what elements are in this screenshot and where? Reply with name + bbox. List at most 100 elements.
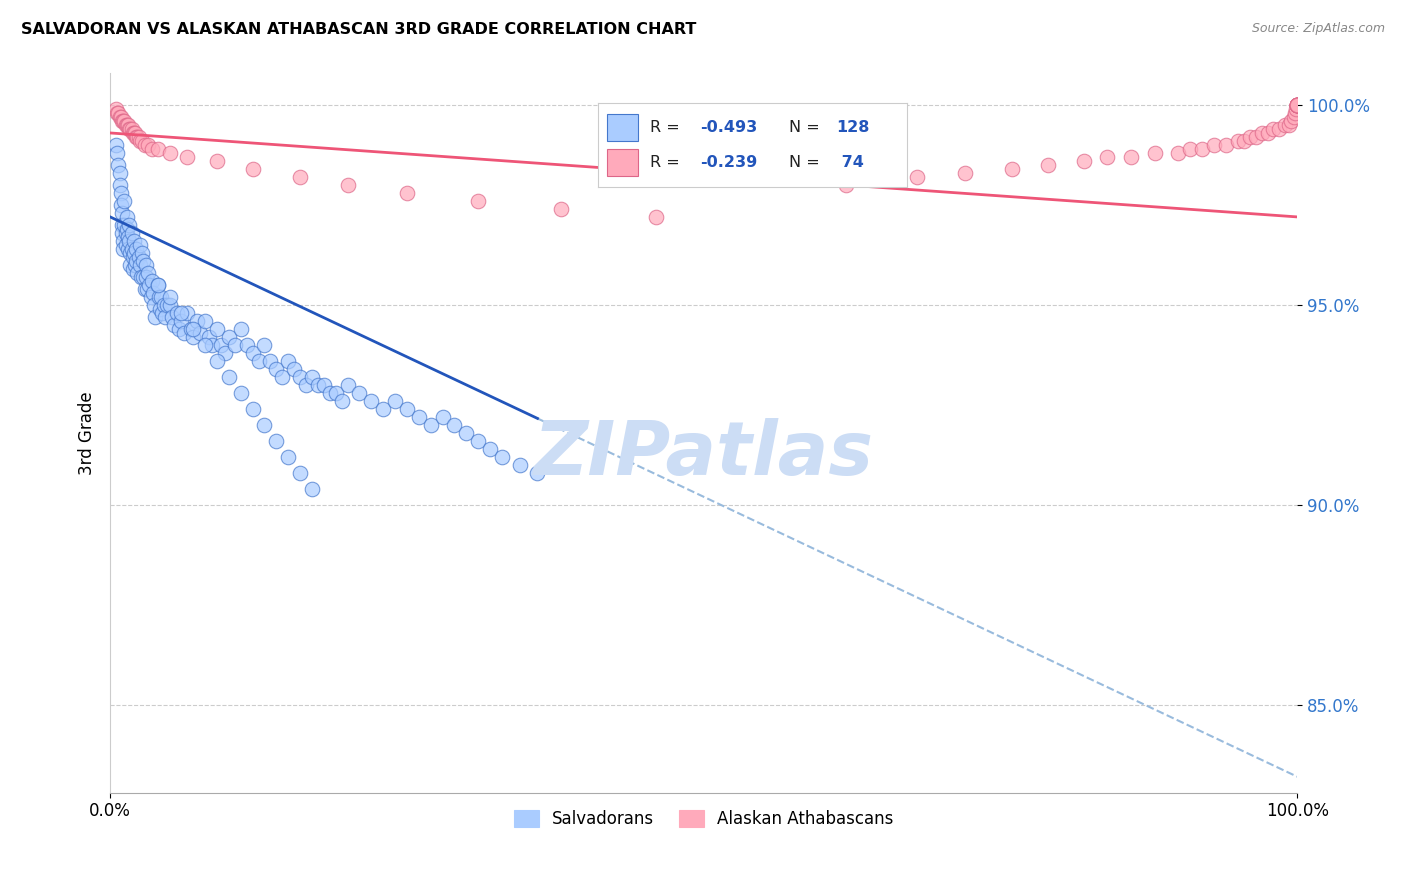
Point (456, 425, 478, 440)
Point (301, 369, 323, 384)
Point (288, 369, 311, 384)
Point (120, 258, 142, 272)
Point (253, 417, 276, 432)
Point (1233, 134, 1256, 148)
Point (218, 369, 240, 384)
Point (1286, 98, 1309, 112)
Text: 74: 74 (835, 155, 863, 170)
Point (146, 277, 169, 292)
Text: N =: N = (789, 120, 820, 135)
Point (131, 134, 153, 148)
Point (125, 242, 148, 256)
Point (645, 210, 668, 224)
Point (1263, 122, 1285, 136)
Point (235, 338, 257, 352)
Point (384, 393, 406, 408)
Point (1073, 153, 1095, 168)
Point (1286, 98, 1309, 112)
Point (111, 218, 134, 232)
Y-axis label: 3rd Grade: 3rd Grade (79, 391, 96, 475)
Point (194, 338, 217, 352)
Point (1286, 98, 1309, 112)
Point (283, 362, 305, 376)
Point (432, 409, 454, 424)
Point (115, 222, 138, 236)
Point (288, 466, 311, 480)
Point (295, 377, 318, 392)
Point (253, 338, 276, 352)
Point (149, 301, 172, 316)
Point (170, 306, 193, 320)
Point (259, 354, 281, 368)
Point (135, 269, 157, 284)
Point (129, 269, 152, 284)
Point (112, 242, 135, 256)
Point (150, 306, 173, 320)
Point (176, 306, 198, 320)
Point (121, 250, 143, 264)
Point (224, 338, 246, 352)
Point (271, 369, 294, 384)
Point (1001, 161, 1024, 176)
Point (112, 114, 135, 128)
Point (301, 482, 323, 496)
Point (242, 161, 264, 176)
Point (112, 234, 135, 248)
Point (1284, 106, 1306, 120)
Point (122, 126, 145, 140)
Point (136, 266, 159, 280)
Point (229, 385, 252, 400)
Point (120, 122, 142, 136)
Point (1180, 142, 1202, 156)
Point (128, 258, 150, 272)
Text: R =: R = (650, 120, 681, 135)
Point (131, 246, 153, 260)
Point (288, 169, 311, 184)
Point (122, 234, 145, 248)
Point (209, 338, 232, 352)
Point (105, 137, 128, 152)
Bar (607, 113, 638, 141)
Point (108, 110, 131, 124)
Point (1286, 98, 1309, 112)
Point (229, 322, 252, 336)
Point (1250, 126, 1272, 140)
Point (1215, 137, 1237, 152)
Point (336, 377, 359, 392)
Point (122, 246, 145, 260)
Point (118, 234, 141, 248)
Point (1286, 98, 1309, 112)
Point (121, 122, 143, 136)
Point (205, 153, 228, 168)
Point (146, 142, 169, 156)
Point (159, 145, 181, 160)
Text: R =: R = (650, 155, 681, 170)
Point (150, 290, 173, 304)
Point (138, 277, 160, 292)
Point (181, 330, 204, 344)
Point (247, 354, 270, 368)
Point (1278, 118, 1301, 132)
Point (105, 106, 128, 120)
Point (190, 326, 212, 340)
Point (491, 450, 513, 464)
Point (526, 466, 548, 480)
Point (108, 166, 131, 180)
Point (121, 261, 143, 276)
Point (156, 298, 179, 312)
Point (419, 417, 441, 432)
Point (1286, 98, 1309, 112)
Point (186, 314, 208, 328)
Point (117, 230, 139, 244)
Point (176, 150, 198, 164)
Text: -0.239: -0.239 (700, 155, 756, 170)
Legend: Salvadorans, Alaskan Athabascans: Salvadorans, Alaskan Athabascans (508, 803, 900, 835)
Point (128, 250, 150, 264)
Point (218, 330, 240, 344)
Point (336, 178, 359, 192)
Point (125, 253, 148, 268)
Point (266, 362, 288, 376)
Point (205, 354, 228, 368)
Point (197, 330, 219, 344)
Point (349, 385, 371, 400)
